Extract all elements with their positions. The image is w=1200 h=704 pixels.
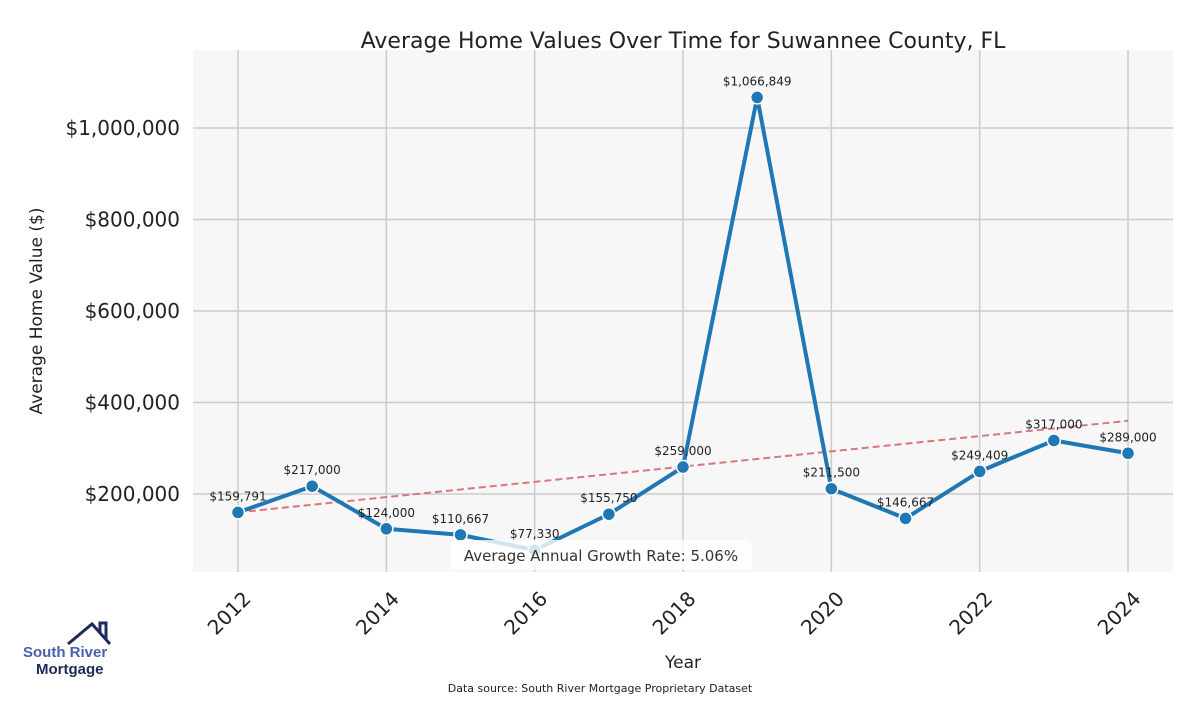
y-tick-label: $1,000,000 — [65, 116, 180, 140]
x-tick-label: 2024 — [1093, 587, 1146, 640]
growth-rate-box — [450, 540, 752, 570]
data-point — [601, 506, 617, 522]
data-label: $259,000 — [654, 444, 711, 458]
y-tick-label: $400,000 — [85, 391, 180, 415]
chart-title: Average Home Values Over Time for Suwann… — [361, 29, 1006, 54]
data-label: $124,000 — [358, 506, 415, 520]
x-tick-label: 2018 — [648, 587, 701, 640]
trend-line — [237, 419, 1129, 514]
data-label: $317,000 — [1025, 417, 1082, 431]
data-point — [824, 481, 839, 496]
data-label: $249,409 — [951, 448, 1008, 462]
y-axis-label: Average Home Value ($) — [27, 208, 47, 415]
data-label: $217,000 — [284, 463, 341, 477]
y-tick-label: $600,000 — [85, 299, 180, 323]
y-tick-label: $800,000 — [85, 208, 180, 232]
data-point — [898, 511, 913, 526]
x-axis-label: Year — [664, 653, 701, 673]
data-label: $159,791 — [209, 489, 266, 503]
data-point — [675, 459, 691, 475]
logo-line2: Mortgage — [36, 661, 104, 678]
data-point — [749, 90, 765, 105]
data-point — [379, 521, 394, 537]
growth-rate-annotation: Average Annual Growth Rate: 5.06% — [464, 547, 738, 565]
data-label: $155,750 — [580, 491, 637, 505]
data-point — [453, 527, 468, 543]
data-label: $146,667 — [877, 495, 934, 509]
data-point — [1046, 433, 1062, 448]
x-tick-label: 2020 — [796, 587, 849, 640]
data-point — [304, 478, 320, 494]
data-point — [1120, 446, 1136, 461]
data-label: $110,667 — [432, 512, 489, 526]
x-tick-label: 2016 — [499, 587, 552, 640]
data-point — [972, 464, 987, 479]
south-river-logo: South River Mortgage — [20, 620, 115, 680]
x-tick-label: 2014 — [351, 587, 404, 640]
data-label: $77,330 — [510, 527, 560, 541]
data-label: $211,500 — [803, 466, 860, 480]
data-source-note: Data source: South River Mortgage Propri… — [447, 682, 753, 695]
x-tick-label: 2012 — [203, 587, 256, 640]
data-label: $1,066,849 — [723, 74, 792, 88]
data-point — [230, 505, 246, 520]
house-roof-icon — [67, 621, 112, 646]
x-tick-label: 2022 — [944, 587, 997, 640]
logo-line1: South River — [23, 644, 108, 661]
y-tick-label: $200,000 — [85, 482, 180, 506]
data-label: $289,000 — [1099, 430, 1156, 444]
